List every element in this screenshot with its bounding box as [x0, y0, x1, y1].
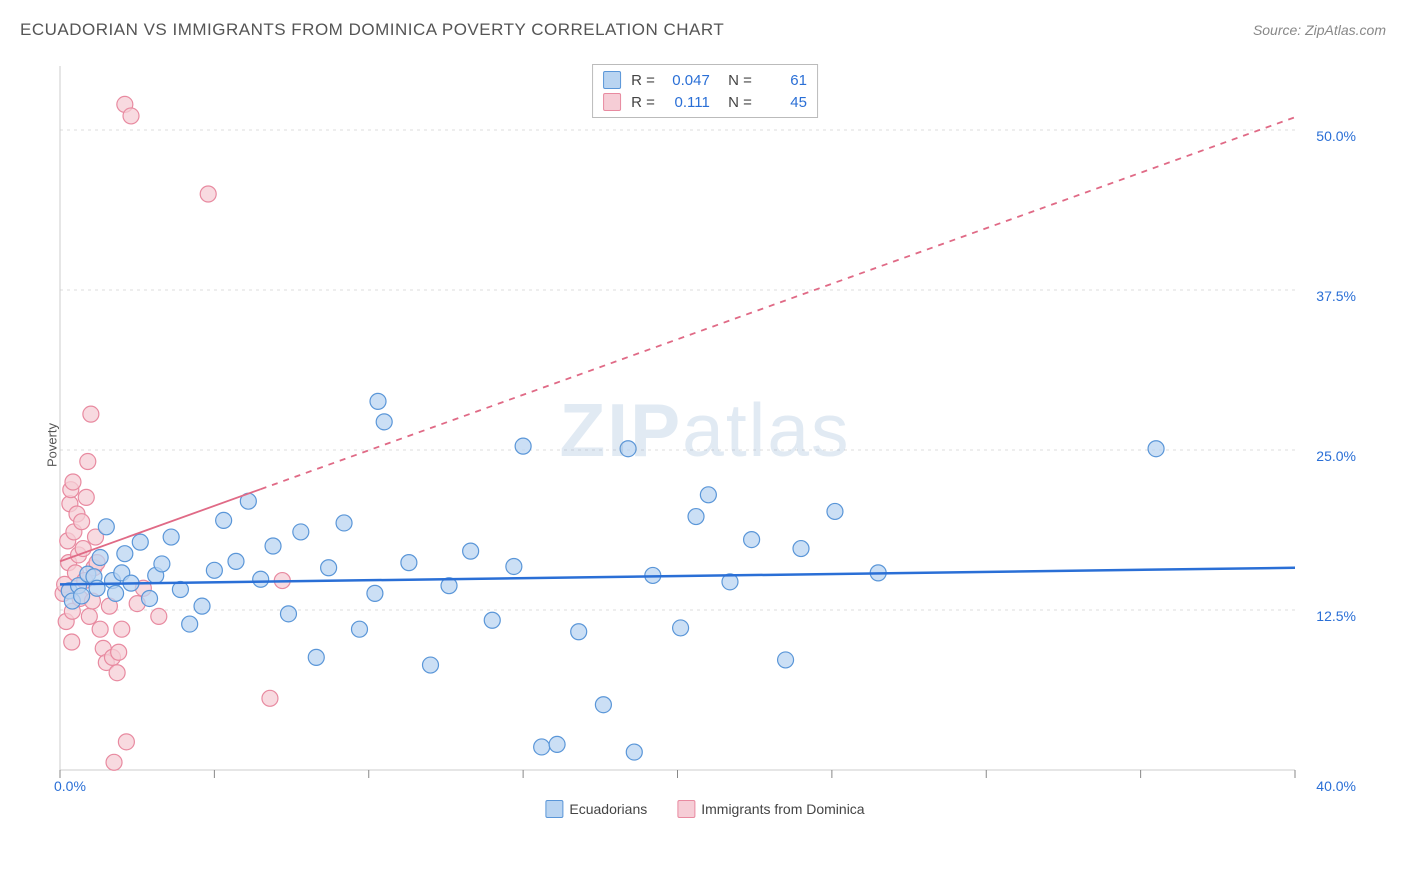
- y-tick-label: 50.0%: [1316, 128, 1356, 144]
- x-axis-min-label: 0.0%: [54, 778, 86, 794]
- stats-row-series-0: R = 0.047 N = 61: [603, 69, 807, 91]
- legend-item-series-0: Ecuadorians: [545, 800, 647, 818]
- scatter-plot: [50, 60, 1360, 830]
- x-axis-max-label: 40.0%: [1316, 778, 1356, 794]
- legend-swatch-icon: [545, 800, 563, 818]
- series-legend: Ecuadorians Immigrants from Dominica: [545, 800, 864, 818]
- stats-row-series-1: R = 0.111 N = 45: [603, 91, 807, 113]
- legend-item-series-1: Immigrants from Dominica: [677, 800, 864, 818]
- legend-swatch-series-1: [603, 93, 621, 111]
- legend-swatch-icon: [677, 800, 695, 818]
- chart-header: ECUADORIAN VS IMMIGRANTS FROM DOMINICA P…: [20, 20, 1386, 40]
- chart-title: ECUADORIAN VS IMMIGRANTS FROM DOMINICA P…: [20, 20, 724, 40]
- y-tick-label: 25.0%: [1316, 448, 1356, 464]
- chart-source: Source: ZipAtlas.com: [1253, 22, 1386, 38]
- stats-legend: R = 0.047 N = 61 R = 0.111 N = 45: [592, 64, 818, 118]
- legend-swatch-series-0: [603, 71, 621, 89]
- y-tick-label: 12.5%: [1316, 608, 1356, 624]
- y-tick-label: 37.5%: [1316, 288, 1356, 304]
- chart-area: Poverty ZIPatlas 12.5%25.0%37.5%50.0% 0.…: [50, 60, 1360, 830]
